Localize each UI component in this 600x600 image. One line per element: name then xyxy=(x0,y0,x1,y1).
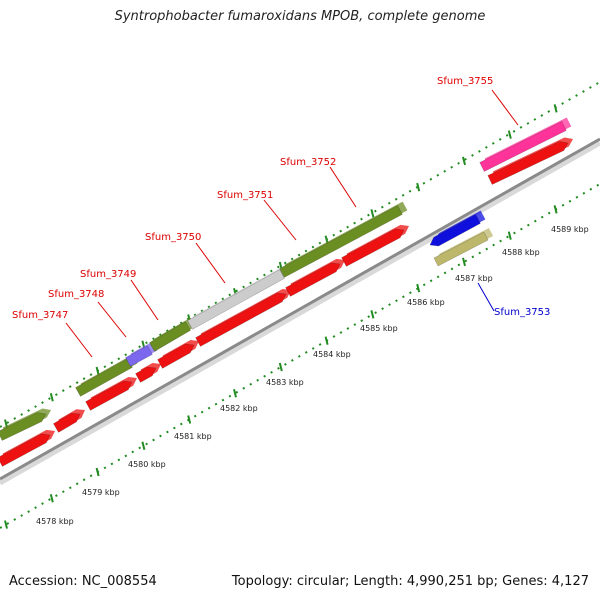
gene-khaki[interactable] xyxy=(433,228,494,267)
scale-label: 4589 kbp xyxy=(551,225,589,234)
gene-sfum-3752[interactable] xyxy=(279,201,408,278)
outer-major-tick xyxy=(95,366,100,376)
leader-line xyxy=(263,199,297,241)
gene-red-8[interactable] xyxy=(341,224,409,267)
inner-major-tick xyxy=(4,520,8,529)
gene-label[interactable]: Sfum_3755 xyxy=(437,76,493,87)
scale-label: 4580 kbp xyxy=(128,460,166,469)
gene-label[interactable]: Sfum_3750 xyxy=(145,232,201,243)
gene-features xyxy=(0,117,573,467)
inner-major-tick xyxy=(49,494,54,503)
label-leader-lines xyxy=(65,89,519,358)
scale-label: 4579 kbp xyxy=(82,488,120,497)
scale-label: 4585 kbp xyxy=(360,324,398,333)
leader-line xyxy=(130,279,159,321)
outer-major-tick xyxy=(507,130,512,139)
backbone-shadow xyxy=(0,140,600,486)
genome-backbone xyxy=(0,137,600,481)
inner-tick-track xyxy=(0,183,600,529)
gene-red-7[interactable] xyxy=(285,258,345,297)
gene-red-6[interactable] xyxy=(195,288,291,347)
gene-label[interactable]: Sfum_3751 xyxy=(217,190,273,201)
inner-major-tick xyxy=(553,205,558,214)
gene-red-4[interactable] xyxy=(135,363,161,383)
inner-major-tick xyxy=(95,467,100,477)
gene-red-2[interactable] xyxy=(53,409,85,433)
inner-major-tick xyxy=(233,388,237,398)
scale-label: 4582 kbp xyxy=(220,404,258,413)
accession-text: Accession: NC_008554 xyxy=(9,574,157,589)
inner-major-tick xyxy=(462,257,466,267)
leader-line xyxy=(195,242,226,284)
leader-line xyxy=(491,89,519,126)
outer-major-tick xyxy=(49,393,54,402)
inner-major-tick xyxy=(370,310,375,319)
gene-label[interactable]: Sfum_3749 xyxy=(80,269,136,280)
gene-label[interactable]: Sfum_3753 xyxy=(494,307,550,318)
gene-sfum-3747[interactable] xyxy=(0,408,51,441)
gene-sfum-3749[interactable] xyxy=(125,341,158,367)
gene-labels: Sfum_3747 Sfum_3748 Sfum_3749 Sfum_3750 Sfum… xyxy=(12,76,550,321)
outer-major-tick xyxy=(553,104,558,113)
outer-tick-track xyxy=(0,81,600,428)
leader-line xyxy=(477,282,495,312)
inner-major-tick xyxy=(507,231,512,240)
inner-major-tick xyxy=(187,415,192,424)
gene-red-5[interactable] xyxy=(157,340,199,369)
outer-major-tick xyxy=(370,209,375,218)
leader-line xyxy=(329,166,357,208)
map-title: Syntrophobacter fumaroxidans MPOB, compl… xyxy=(114,9,486,24)
gene-red-9[interactable] xyxy=(487,137,573,185)
outer-major-tick xyxy=(462,156,466,166)
gene-label[interactable]: Sfum_3748 xyxy=(48,289,104,300)
scale-label: 4584 kbp xyxy=(313,350,351,359)
scale-label: 4583 kbp xyxy=(266,378,304,387)
gene-sfum-3755[interactable] xyxy=(479,117,572,172)
gene-label[interactable]: Sfum_3747 xyxy=(12,310,68,321)
gene-red-3[interactable] xyxy=(85,376,137,411)
leader-line xyxy=(97,301,127,338)
scale-label: 4586 kbp xyxy=(407,298,445,307)
scale-label: 4581 kbp xyxy=(174,432,212,441)
scale-label: 4578 kbp xyxy=(36,517,74,526)
gene-sfum-3751[interactable] xyxy=(187,265,290,330)
topology-text: Topology: circular; Length: 4,990,251 bp… xyxy=(231,574,589,589)
leader-line xyxy=(65,322,93,358)
gene-label[interactable]: Sfum_3752 xyxy=(280,157,336,168)
inner-major-tick xyxy=(324,336,329,345)
inner-major-tick xyxy=(141,441,146,451)
inner-major-tick xyxy=(416,283,421,293)
gene-red-1[interactable] xyxy=(0,429,55,467)
scale-label: 4587 kbp xyxy=(455,274,493,283)
outer-major-tick xyxy=(416,182,421,192)
gene-sfum-3753[interactable] xyxy=(429,210,486,247)
scale-label: 4588 kbp xyxy=(502,248,540,257)
scale-labels: 4578 kbp 4579 kbp 4580 kbp 4581 kbp 4582 kbp… xyxy=(36,225,589,526)
gene-sfum-3750[interactable] xyxy=(149,317,196,352)
inner-major-tick xyxy=(278,362,283,372)
